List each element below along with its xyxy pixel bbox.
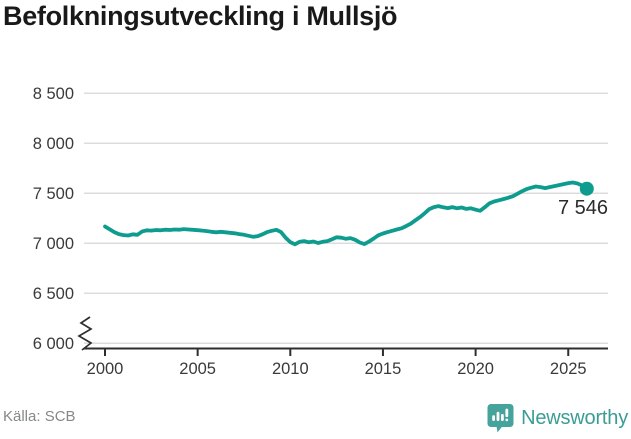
y-tick-label: 6 500 — [33, 285, 74, 303]
y-tick-label: 8 000 — [33, 135, 74, 153]
x-tick-label: 2020 — [457, 360, 494, 378]
axis-break-icon — [77, 316, 93, 351]
logo-bar-tall — [496, 411, 500, 421]
x-tick-label: 2025 — [550, 360, 587, 378]
logo-bar-medium — [501, 413, 504, 421]
x-tick-label: 2010 — [272, 360, 309, 378]
y-tick-label: 7 000 — [33, 235, 74, 253]
x-tick-label: 2000 — [87, 360, 124, 378]
logo-exclamation-bar — [505, 408, 509, 417]
x-axis-ticks — [104, 348, 570, 356]
logo-bar-short — [492, 414, 496, 421]
y-tick-label: 7 500 — [33, 185, 74, 203]
newsworthy-logo-link[interactable]: Newsworthy — [487, 402, 628, 434]
population-line — [103, 180, 589, 247]
chart-title: Befolkningsutveckling i Mullsjö — [3, 1, 398, 31]
x-axis-labels: 2000 2005 2010 2015 2020 2025 — [87, 360, 587, 378]
logo-exclamation-dot — [505, 418, 509, 421]
x-tick-label: 2005 — [179, 360, 216, 378]
source-note: Källa: SCB — [3, 408, 76, 425]
y-tick-label: 6 000 — [33, 335, 74, 353]
gridlines — [84, 92, 608, 345]
y-tick-label: 8 500 — [33, 85, 74, 103]
end-point-marker — [579, 181, 594, 196]
brand-name: Newsworthy — [521, 406, 628, 429]
newsworthy-bubble-chart-icon — [487, 403, 514, 432]
x-tick-label: 2015 — [365, 360, 402, 378]
end-value-label: 7 546 — [558, 197, 608, 219]
y-axis-labels: 6 000 6 500 7 000 7 500 8 000 8 500 — [33, 85, 74, 353]
